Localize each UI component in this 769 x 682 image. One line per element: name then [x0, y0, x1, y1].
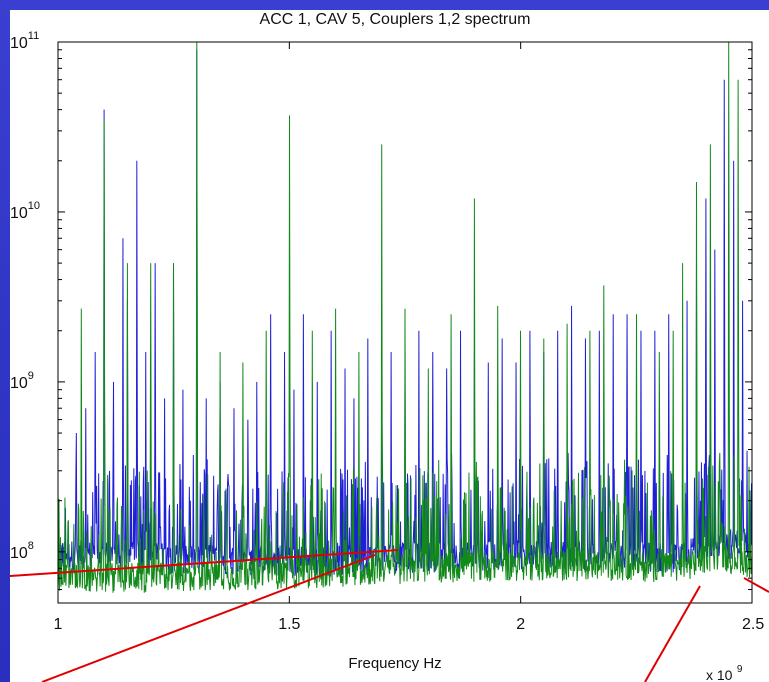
x-tick-label: 2	[516, 616, 525, 633]
y-tick-label: 109	[10, 370, 34, 392]
chart-title: ACC 1, CAV 5, Couplers 1,2 spectrum	[260, 11, 531, 28]
spectrum-series-2-line	[57, 41, 753, 593]
y-tick-label: 1010	[10, 200, 40, 222]
annotation-arrow-2	[41, 554, 376, 682]
left-blue-stripe	[0, 0, 10, 682]
annotation-arrow-3	[644, 585, 701, 682]
plot-frame	[57, 41, 753, 604]
y-axis-ticks: 108 109 1010 1011	[10, 30, 752, 604]
y-tick-label: 108	[10, 540, 34, 562]
x-tick-label: 1	[54, 616, 63, 633]
x-axis-ticks: 1 1.5 2 2.5	[54, 42, 764, 633]
top-blue-band	[0, 0, 769, 10]
x-tick-label: 2.5	[742, 616, 764, 633]
x-tick-label: 1.5	[278, 616, 300, 633]
plot-area: 1 1.5 2 2.5 108 109 1010 1011	[10, 30, 764, 633]
x-axis-label: Frequency Hz	[348, 655, 441, 672]
x-multiplier-base: x 10	[706, 667, 733, 682]
annotation-arrow-4	[743, 577, 769, 593]
y-tick-label: 1011	[10, 30, 39, 52]
series-layer	[57, 41, 753, 593]
x-axis-multiplier: x 10 9	[706, 664, 743, 682]
annotation-arrow-1	[9, 549, 399, 577]
x-multiplier-exponent: 9	[737, 664, 743, 675]
annotation-arrows	[9, 549, 769, 682]
